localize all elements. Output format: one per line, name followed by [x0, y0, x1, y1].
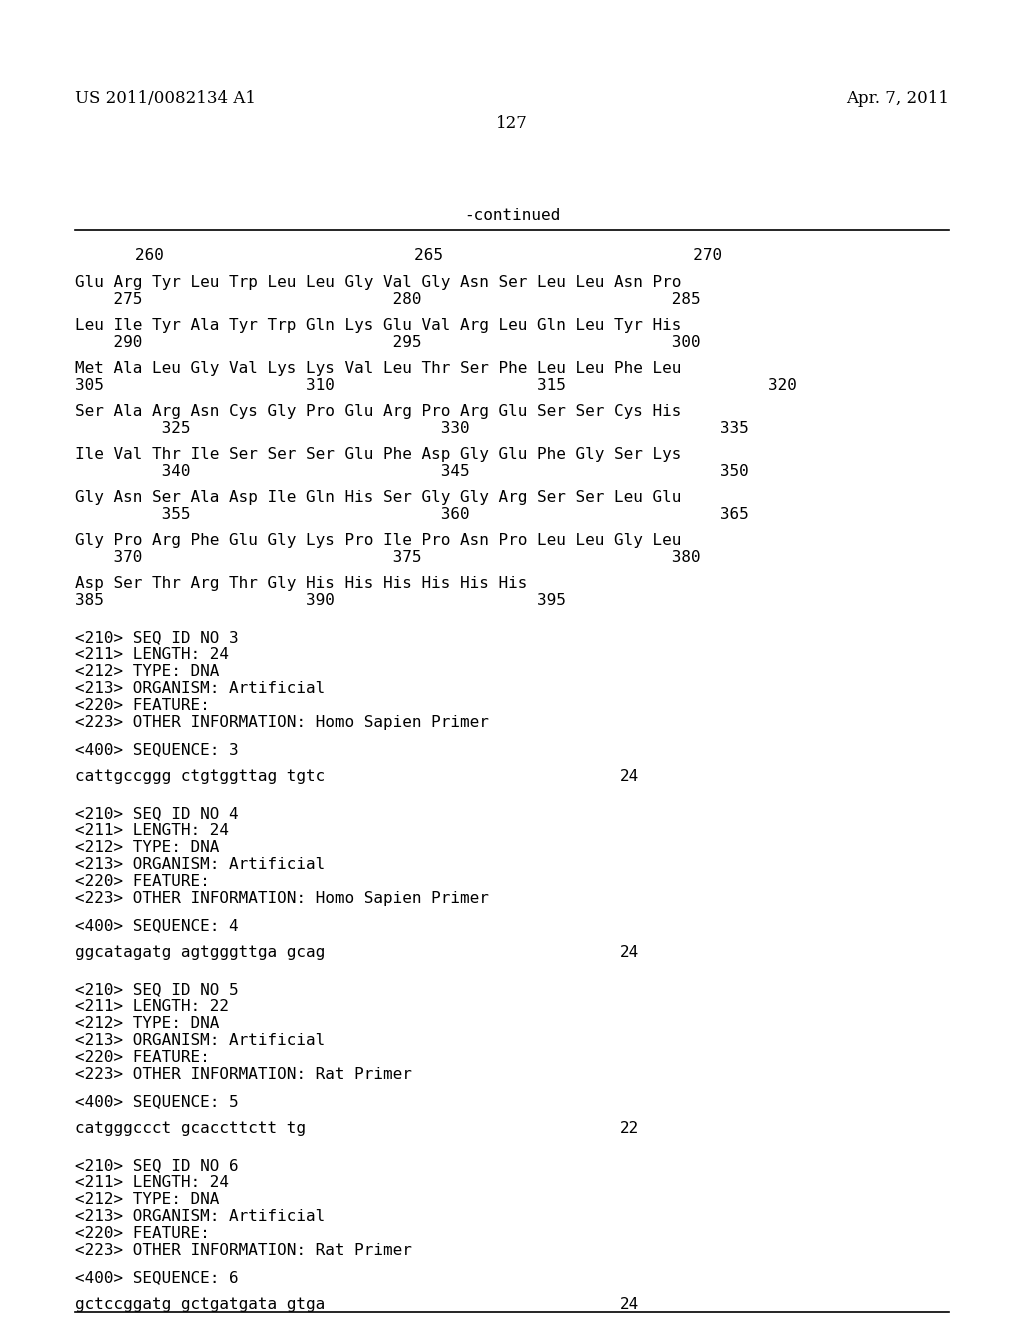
Text: <212> TYPE: DNA: <212> TYPE: DNA	[75, 1016, 219, 1031]
Text: 305                     310                     315                     320: 305 310 315 320	[75, 378, 797, 393]
Text: 370                          375                          380: 370 375 380	[75, 550, 700, 565]
Text: Leu Ile Tyr Ala Tyr Trp Gln Lys Glu Val Arg Leu Gln Leu Tyr His: Leu Ile Tyr Ala Tyr Trp Gln Lys Glu Val …	[75, 318, 681, 333]
Text: <211> LENGTH: 24: <211> LENGTH: 24	[75, 822, 229, 838]
Text: <211> LENGTH: 24: <211> LENGTH: 24	[75, 647, 229, 663]
Text: <212> TYPE: DNA: <212> TYPE: DNA	[75, 840, 219, 855]
Text: <211> LENGTH: 22: <211> LENGTH: 22	[75, 999, 229, 1014]
Text: <400> SEQUENCE: 5: <400> SEQUENCE: 5	[75, 1094, 239, 1109]
Text: <223> OTHER INFORMATION: Rat Primer: <223> OTHER INFORMATION: Rat Primer	[75, 1243, 412, 1258]
Text: 340                          345                          350: 340 345 350	[75, 465, 749, 479]
Text: <220> FEATURE:: <220> FEATURE:	[75, 874, 210, 888]
Text: ggcatagatg agtgggttga gcag: ggcatagatg agtgggttga gcag	[75, 945, 326, 960]
Text: 127: 127	[496, 115, 528, 132]
Text: Gly Pro Arg Phe Glu Gly Lys Pro Ile Pro Asn Pro Leu Leu Gly Leu: Gly Pro Arg Phe Glu Gly Lys Pro Ile Pro …	[75, 533, 681, 548]
Text: Ser Ala Arg Asn Cys Gly Pro Glu Arg Pro Arg Glu Ser Ser Cys His: Ser Ala Arg Asn Cys Gly Pro Glu Arg Pro …	[75, 404, 681, 418]
Text: <400> SEQUENCE: 4: <400> SEQUENCE: 4	[75, 917, 239, 933]
Text: 24: 24	[620, 1298, 639, 1312]
Text: <213> ORGANISM: Artificial: <213> ORGANISM: Artificial	[75, 857, 326, 873]
Text: 355                          360                          365: 355 360 365	[75, 507, 749, 521]
Text: Ile Val Thr Ile Ser Ser Ser Glu Phe Asp Gly Glu Phe Gly Ser Lys: Ile Val Thr Ile Ser Ser Ser Glu Phe Asp …	[75, 447, 681, 462]
Text: <213> ORGANISM: Artificial: <213> ORGANISM: Artificial	[75, 1034, 326, 1048]
Text: <210> SEQ ID NO 3: <210> SEQ ID NO 3	[75, 630, 239, 645]
Text: -continued: -continued	[464, 209, 560, 223]
Text: 24: 24	[620, 945, 639, 960]
Text: Glu Arg Tyr Leu Trp Leu Leu Gly Val Gly Asn Ser Leu Leu Asn Pro: Glu Arg Tyr Leu Trp Leu Leu Gly Val Gly …	[75, 275, 681, 290]
Text: 24: 24	[620, 770, 639, 784]
Text: Asp Ser Thr Arg Thr Gly His His His His His His: Asp Ser Thr Arg Thr Gly His His His His …	[75, 576, 527, 591]
Text: <210> SEQ ID NO 5: <210> SEQ ID NO 5	[75, 982, 239, 997]
Text: <210> SEQ ID NO 4: <210> SEQ ID NO 4	[75, 807, 239, 821]
Text: <210> SEQ ID NO 6: <210> SEQ ID NO 6	[75, 1158, 239, 1173]
Text: <223> OTHER INFORMATION: Homo Sapien Primer: <223> OTHER INFORMATION: Homo Sapien Pri…	[75, 715, 488, 730]
Text: US 2011/0082134 A1: US 2011/0082134 A1	[75, 90, 256, 107]
Text: <220> FEATURE:: <220> FEATURE:	[75, 1049, 210, 1065]
Text: <220> FEATURE:: <220> FEATURE:	[75, 1226, 210, 1241]
Text: <213> ORGANISM: Artificial: <213> ORGANISM: Artificial	[75, 1209, 326, 1224]
Text: <220> FEATURE:: <220> FEATURE:	[75, 698, 210, 713]
Text: <212> TYPE: DNA: <212> TYPE: DNA	[75, 664, 219, 678]
Text: 290                          295                          300: 290 295 300	[75, 335, 700, 350]
Text: <223> OTHER INFORMATION: Rat Primer: <223> OTHER INFORMATION: Rat Primer	[75, 1067, 412, 1082]
Text: catgggccct gcaccttctt tg: catgggccct gcaccttctt tg	[75, 1121, 306, 1137]
Text: <212> TYPE: DNA: <212> TYPE: DNA	[75, 1192, 219, 1206]
Text: <211> LENGTH: 24: <211> LENGTH: 24	[75, 1175, 229, 1191]
Text: 325                          330                          335: 325 330 335	[75, 421, 749, 436]
Text: Apr. 7, 2011: Apr. 7, 2011	[846, 90, 949, 107]
Text: cattgccggg ctgtggttag tgtc: cattgccggg ctgtggttag tgtc	[75, 770, 326, 784]
Text: 385                     390                     395: 385 390 395	[75, 593, 566, 609]
Text: <400> SEQUENCE: 3: <400> SEQUENCE: 3	[75, 742, 239, 756]
Text: <223> OTHER INFORMATION: Homo Sapien Primer: <223> OTHER INFORMATION: Homo Sapien Pri…	[75, 891, 488, 906]
Text: 22: 22	[620, 1121, 639, 1137]
Text: gctccggatg gctgatgata gtga: gctccggatg gctgatgata gtga	[75, 1298, 326, 1312]
Text: 275                          280                          285: 275 280 285	[75, 292, 700, 308]
Text: <400> SEQUENCE: 6: <400> SEQUENCE: 6	[75, 1270, 239, 1284]
Text: 260                          265                          270: 260 265 270	[135, 248, 722, 263]
Text: Met Ala Leu Gly Val Lys Lys Val Leu Thr Ser Phe Leu Leu Phe Leu: Met Ala Leu Gly Val Lys Lys Val Leu Thr …	[75, 360, 681, 376]
Text: Gly Asn Ser Ala Asp Ile Gln His Ser Gly Gly Arg Ser Ser Leu Glu: Gly Asn Ser Ala Asp Ile Gln His Ser Gly …	[75, 490, 681, 506]
Text: <213> ORGANISM: Artificial: <213> ORGANISM: Artificial	[75, 681, 326, 696]
